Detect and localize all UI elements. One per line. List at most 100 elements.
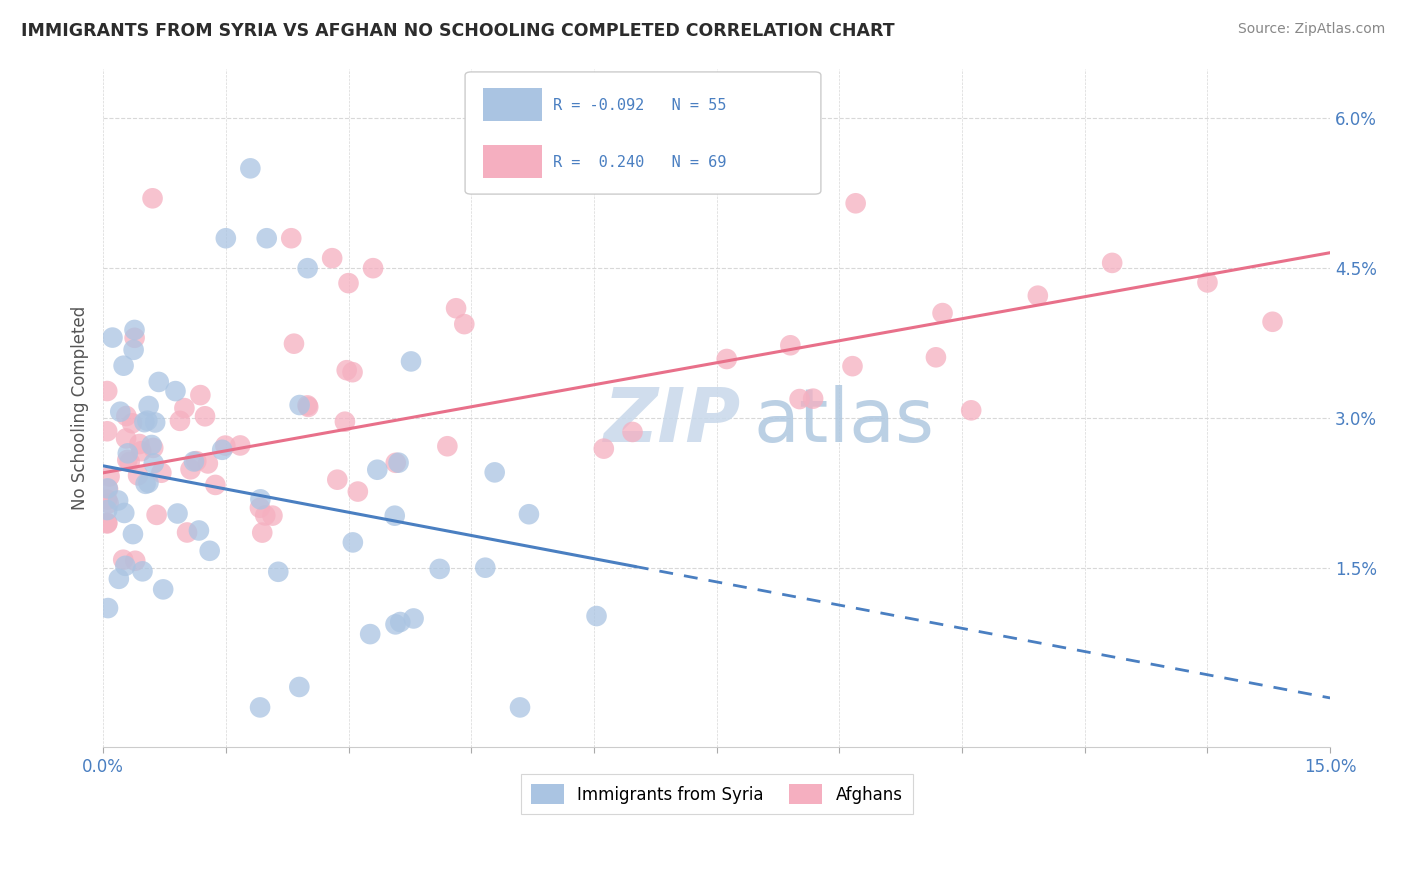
Point	[960, 403, 983, 417]
Point	[1101, 256, 1123, 270]
Point	[384, 508, 406, 523]
Point	[366, 463, 388, 477]
Point	[143, 416, 166, 430]
Point	[141, 438, 163, 452]
Point	[152, 582, 174, 597]
Point	[359, 627, 381, 641]
Point	[96, 516, 118, 531]
FancyBboxPatch shape	[484, 87, 543, 121]
Point	[110, 405, 132, 419]
Point	[387, 456, 409, 470]
Point	[333, 415, 356, 429]
Point	[429, 562, 451, 576]
Point	[117, 446, 139, 460]
Point	[288, 680, 311, 694]
Point	[97, 601, 120, 615]
Point	[336, 363, 359, 377]
Y-axis label: No Schooling Completed: No Schooling Completed	[72, 306, 89, 510]
Point	[117, 453, 139, 467]
Point	[112, 359, 135, 373]
Point	[142, 457, 165, 471]
Point	[204, 478, 226, 492]
Point	[136, 414, 159, 428]
Point	[145, 508, 167, 522]
Legend: Immigrants from Syria, Afghans: Immigrants from Syria, Afghans	[520, 774, 912, 814]
Point	[194, 409, 217, 424]
FancyBboxPatch shape	[465, 72, 821, 194]
Text: ZIP: ZIP	[605, 385, 741, 458]
Point	[176, 525, 198, 540]
Point	[173, 401, 195, 416]
Point	[115, 409, 138, 423]
Point	[517, 507, 540, 521]
Point	[931, 306, 953, 320]
Point	[138, 399, 160, 413]
Point	[249, 700, 271, 714]
Point	[180, 462, 202, 476]
Point	[249, 500, 271, 515]
Point	[97, 496, 120, 510]
Point	[283, 336, 305, 351]
Point	[925, 351, 948, 365]
Text: atlas: atlas	[754, 385, 935, 458]
Point	[474, 560, 496, 574]
Point	[801, 392, 824, 406]
Point	[845, 196, 868, 211]
Point	[779, 338, 801, 352]
FancyBboxPatch shape	[484, 145, 543, 178]
Point	[321, 251, 343, 265]
Point	[267, 565, 290, 579]
Point	[621, 425, 644, 439]
Point	[453, 317, 475, 331]
Point	[198, 543, 221, 558]
Point	[389, 615, 412, 629]
Point	[256, 231, 278, 245]
Point	[96, 503, 118, 517]
Point	[124, 323, 146, 337]
Point	[585, 609, 607, 624]
Point	[361, 261, 384, 276]
Point	[97, 482, 120, 496]
Point	[326, 473, 349, 487]
Point	[384, 456, 406, 470]
Text: Source: ZipAtlas.com: Source: ZipAtlas.com	[1237, 22, 1385, 37]
Point	[484, 466, 506, 480]
Point	[138, 475, 160, 490]
Point	[214, 439, 236, 453]
Point	[249, 492, 271, 507]
Point	[509, 700, 531, 714]
Text: IMMIGRANTS FROM SYRIA VS AFGHAN NO SCHOOLING COMPLETED CORRELATION CHART: IMMIGRANTS FROM SYRIA VS AFGHAN NO SCHOO…	[21, 22, 894, 40]
Point	[297, 398, 319, 412]
Point	[141, 191, 163, 205]
Point	[789, 392, 811, 406]
Point	[115, 431, 138, 445]
Point	[1026, 288, 1049, 302]
Text: R =  0.240   N = 69: R = 0.240 N = 69	[554, 154, 727, 169]
Point	[142, 441, 165, 455]
Point	[96, 492, 118, 507]
Point	[148, 375, 170, 389]
Point	[114, 558, 136, 573]
Point	[169, 414, 191, 428]
Point	[229, 438, 252, 452]
Point	[107, 493, 129, 508]
Point	[215, 231, 238, 245]
Point	[96, 384, 118, 398]
Point	[716, 351, 738, 366]
Point	[347, 484, 370, 499]
Point	[186, 454, 208, 468]
Point	[297, 400, 319, 414]
Point	[402, 611, 425, 625]
Point	[239, 161, 262, 176]
Point	[165, 384, 187, 398]
Point	[98, 469, 121, 483]
Point	[384, 617, 406, 632]
Point	[342, 535, 364, 549]
Point	[122, 527, 145, 541]
Point	[262, 508, 284, 523]
Point	[96, 516, 118, 530]
Point	[134, 415, 156, 429]
Point	[129, 444, 152, 458]
Point	[252, 525, 274, 540]
Point	[112, 506, 135, 520]
